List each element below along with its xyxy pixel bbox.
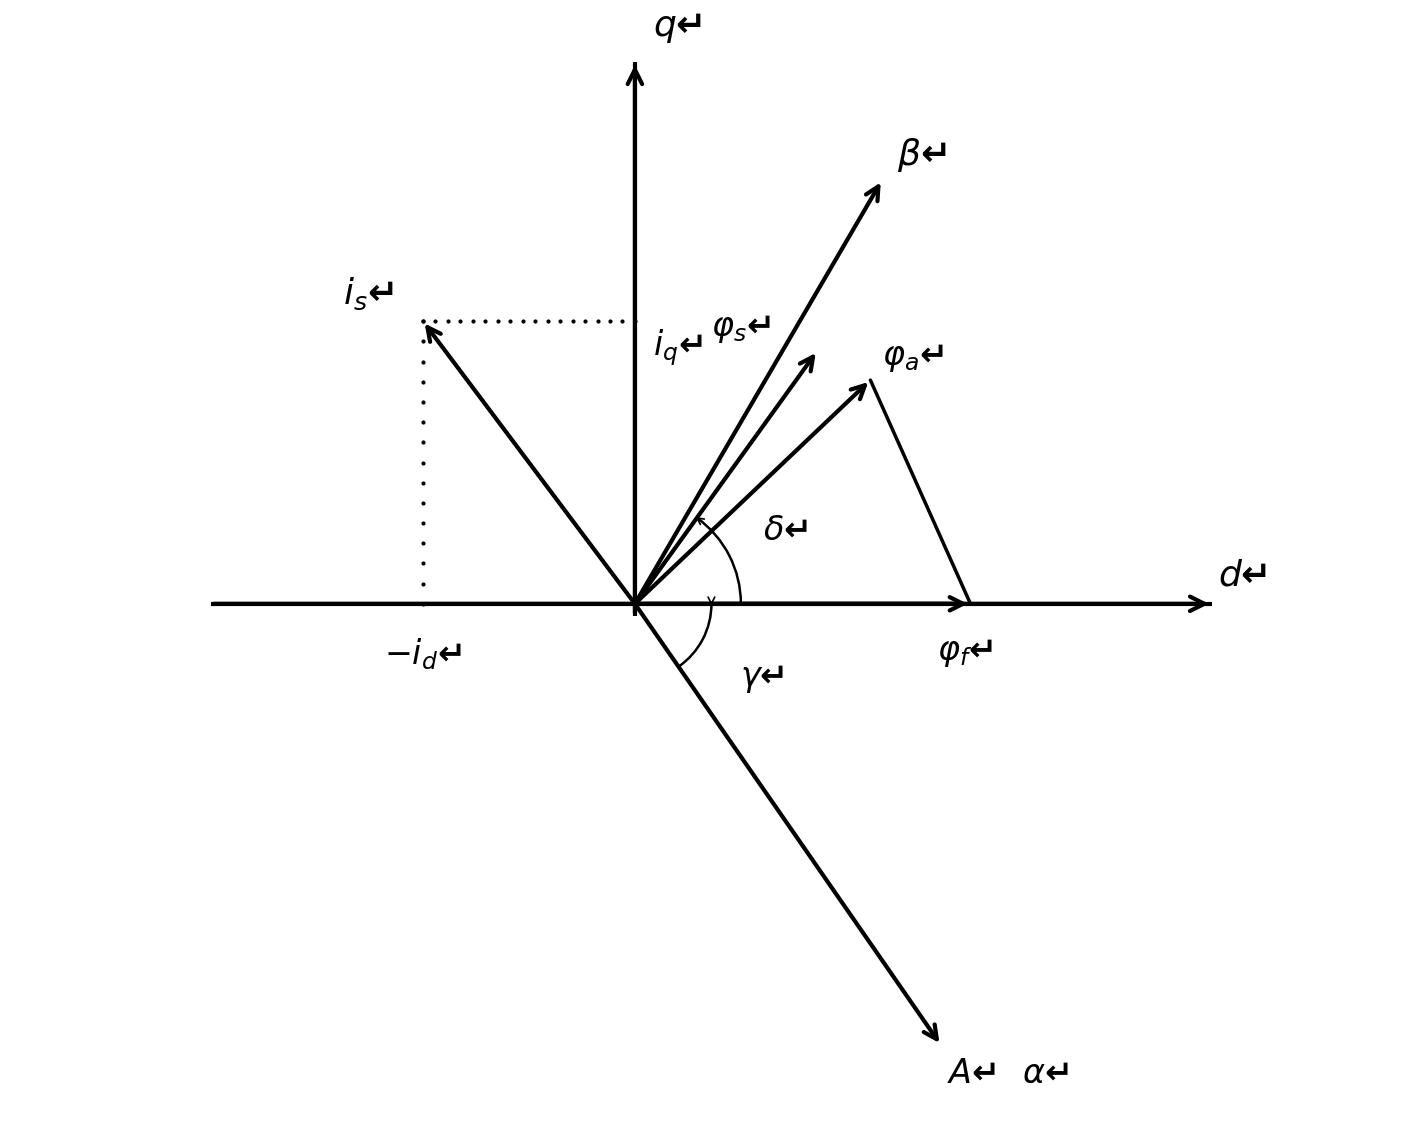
Text: $\varphi_{a}$↵: $\varphi_{a}$↵ [883, 341, 944, 374]
Text: $i_s$↵: $i_s$↵ [343, 276, 394, 312]
Text: $d$↵: $d$↵ [1217, 558, 1267, 592]
Text: $\varphi_{s}$↵: $\varphi_{s}$↵ [711, 312, 771, 345]
Text: $\gamma$↵: $\gamma$↵ [740, 662, 784, 695]
Text: $A$↵  $\alpha$↵: $A$↵ $\alpha$↵ [947, 1057, 1070, 1090]
Text: $q$↵: $q$↵ [653, 10, 701, 45]
Text: $i_{q}$↵: $i_{q}$↵ [653, 328, 703, 368]
Text: $\beta$↵: $\beta$↵ [897, 136, 947, 175]
Text: $\delta$↵: $\delta$↵ [762, 515, 808, 547]
Text: $\varphi_{f}$↵: $\varphi_{f}$↵ [937, 636, 992, 669]
Text: $-i_{d}$↵: $-i_{d}$↵ [384, 636, 462, 672]
